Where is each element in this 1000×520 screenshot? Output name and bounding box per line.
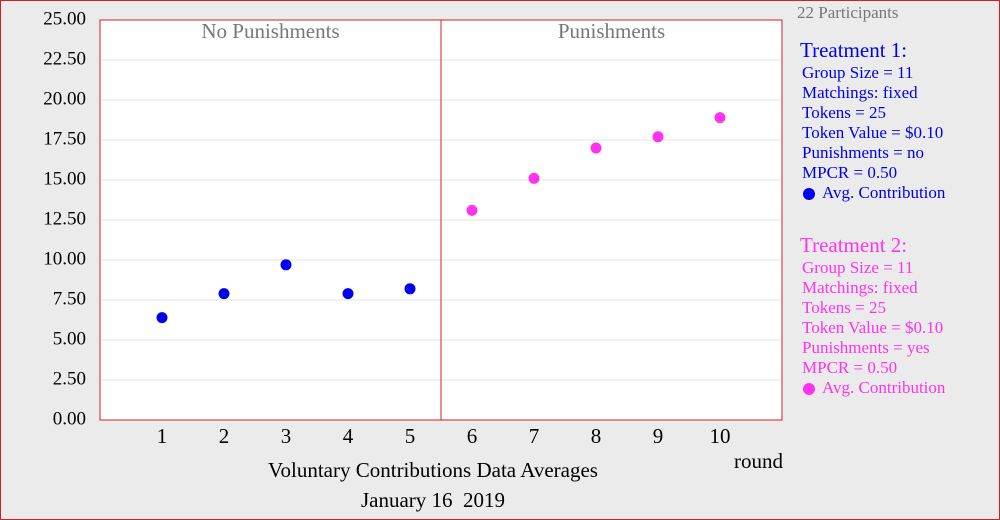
point — [156, 312, 168, 324]
legend-label: Avg. Contribution — [822, 378, 946, 397]
treatment-detail: Token Value = $0.10 — [802, 123, 943, 142]
y-tick-label: 22.50 — [43, 48, 86, 69]
treatment-detail: MPCR = 0.50 — [802, 358, 897, 377]
y-tick-label: 5.00 — [53, 328, 86, 349]
x-tick-label: 4 — [343, 424, 354, 448]
panel-label: Punishments — [558, 19, 665, 43]
x-tick-label: 9 — [653, 424, 664, 448]
treatment-detail: Tokens = 25 — [802, 103, 886, 122]
point — [714, 112, 726, 124]
treatment-title: Treatment 1: — [800, 38, 907, 62]
treatment-detail: Group Size = 11 — [802, 258, 913, 277]
participants: 22 Participants — [797, 3, 899, 22]
point — [280, 259, 292, 271]
treatment-detail: Tokens = 25 — [802, 298, 886, 317]
y-tick-label: 12.50 — [43, 208, 86, 229]
treatment-detail: Token Value = $0.10 — [802, 318, 943, 337]
x-tick-label: 8 — [591, 424, 602, 448]
x-tick-label: 1 — [157, 424, 168, 448]
legend-marker — [803, 188, 815, 200]
chart-title: Voluntary Contributions Data Averages — [268, 458, 598, 482]
treatment-detail: Punishments = yes — [802, 338, 930, 357]
treatment-detail: Punishments = no — [802, 143, 924, 162]
treatment-detail: Matchings: fixed — [802, 83, 918, 102]
y-tick-label: 10.00 — [43, 248, 86, 269]
point — [528, 172, 540, 184]
point — [590, 142, 602, 154]
point — [466, 204, 478, 216]
treatment-detail: MPCR = 0.50 — [802, 163, 897, 182]
y-tick-label: 0.00 — [53, 408, 86, 429]
x-tick-label: 3 — [281, 424, 292, 448]
x-tick-label: 5 — [405, 424, 416, 448]
point — [652, 131, 664, 143]
y-tick-label: 17.50 — [43, 128, 86, 149]
point — [342, 288, 354, 300]
x-tick-label: 6 — [467, 424, 478, 448]
y-tick-label: 15.00 — [43, 168, 86, 189]
chart-subtitle: January 16 2019 — [361, 488, 505, 512]
x-tick-label: 2 — [219, 424, 230, 448]
treatment-detail: Matchings: fixed — [802, 278, 918, 297]
point — [218, 288, 230, 300]
y-tick-label: 7.50 — [53, 288, 86, 309]
y-tick-label: 20.00 — [43, 88, 86, 109]
treatment-detail: Group Size = 11 — [802, 63, 913, 82]
legend-label: Avg. Contribution — [822, 183, 946, 202]
x-tick-label: 7 — [529, 424, 540, 448]
treatment-title: Treatment 2: — [800, 233, 907, 257]
legend-marker — [803, 383, 815, 395]
x-tick-label: 10 — [710, 424, 731, 448]
panel-label: No Punishments — [201, 19, 339, 43]
y-tick-label: 25.00 — [43, 8, 86, 29]
y-tick-label: 2.50 — [53, 368, 86, 389]
x-axis-label: round — [734, 449, 783, 473]
point — [404, 283, 416, 295]
